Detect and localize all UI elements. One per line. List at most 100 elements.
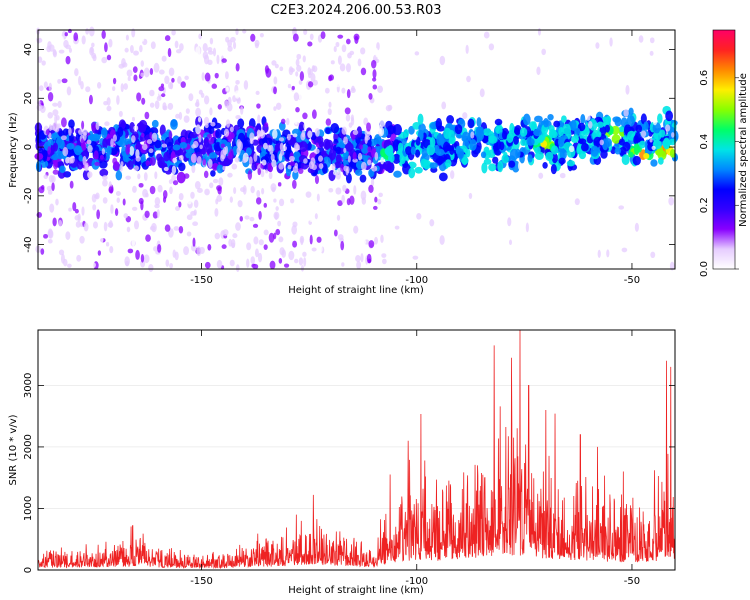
spectrogram-cell xyxy=(400,137,407,146)
spectrogram-cell xyxy=(570,119,577,131)
spectrogram-noise-cell xyxy=(341,194,345,204)
spectrogram-cell xyxy=(527,154,533,163)
spectrogram-noise-cell xyxy=(277,182,282,187)
spectrogram-noise-cell xyxy=(115,190,121,196)
spectrogram-cell xyxy=(127,160,134,170)
spectrogram-noise-cell xyxy=(307,81,314,88)
spectrogram-cell xyxy=(449,145,455,156)
spectrogram-noise-cell xyxy=(309,33,314,41)
spectrogram-noise-cell xyxy=(640,130,647,138)
spectrogram-noise-cell xyxy=(74,68,79,77)
spectrogram-noise-cell xyxy=(168,130,173,140)
spectrogram-noise-cell xyxy=(78,103,84,111)
spectrogram-noise-cell xyxy=(294,258,299,264)
spectrogram-cell xyxy=(322,163,328,175)
spectrogram-noise-cell xyxy=(565,173,570,178)
spectrogram-noise-cell xyxy=(343,136,348,145)
spectrogram-noise-cell xyxy=(320,31,326,40)
spectrogram-noise-cell xyxy=(290,198,295,204)
spectrogram-noise-cell xyxy=(214,72,219,79)
spectrogram-noise-cell xyxy=(606,249,610,258)
spectrogram-cell xyxy=(35,160,42,172)
spectrogram-noise-cell xyxy=(68,127,72,136)
spectrogram-noise-cell xyxy=(307,178,313,185)
spectrogram-noise-cell xyxy=(278,236,284,243)
spectrogram-noise-cell xyxy=(317,244,323,254)
spectrogram-noise-cell xyxy=(300,237,304,246)
spectrogram-noise-cell xyxy=(126,69,133,77)
spectrogram-noise-cell xyxy=(76,254,82,262)
spectrogram-noise-cell xyxy=(216,259,223,269)
spectrogram-cell xyxy=(593,136,602,148)
spectrogram-noise-cell xyxy=(190,191,195,199)
spectrogram-noise-cell xyxy=(256,130,263,136)
spectrogram-noise-cell xyxy=(368,184,374,193)
spectrogram-noise-cell xyxy=(337,234,344,241)
spectrogram-noise-cell xyxy=(83,222,89,232)
spectrogram-noise-cell xyxy=(278,258,283,264)
spectrogram-noise-cell xyxy=(162,190,168,199)
spectrogram-noise-cell xyxy=(171,77,175,83)
spectrogram-noise-cell xyxy=(366,253,372,264)
spectrogram-noise-cell xyxy=(209,37,214,45)
spectrogram-noise-cell xyxy=(372,205,378,210)
spectrogram-noise-cell xyxy=(198,134,202,143)
spectrogram-noise-cell xyxy=(275,206,279,211)
spectrogram-noise-cell xyxy=(285,105,289,111)
spectrogram-noise-cell xyxy=(509,239,513,246)
spectrogram-noise-cell xyxy=(58,35,64,42)
spectrogram-noise-cell xyxy=(298,257,304,266)
spectrogram-noise-cell xyxy=(108,220,113,229)
spectrogram-noise-cell xyxy=(253,236,259,245)
spectrogram-noise-cell xyxy=(102,175,108,181)
spectrogram-noise-cell xyxy=(227,39,233,48)
spectrogram-cell xyxy=(408,167,416,179)
spectrogram-cell xyxy=(386,125,396,135)
spectrogram-cell xyxy=(323,138,331,151)
spectrogram-cell xyxy=(178,162,186,172)
spectrogram-cell xyxy=(446,114,455,125)
spectrogram-cell xyxy=(578,138,587,145)
spectrogram-noise-cell xyxy=(116,197,120,203)
spectrogram-noise-cell xyxy=(559,172,566,179)
spectrogram-noise-cell xyxy=(333,229,338,237)
spectrogram-cell xyxy=(448,130,455,141)
spectrogram-noise-cell xyxy=(314,213,318,220)
spectrogram-noise-cell xyxy=(305,191,312,198)
spectrogram-noise-cell xyxy=(202,83,206,89)
spectrogram-noise-cell xyxy=(243,80,249,90)
spectrogram-cell xyxy=(328,148,337,161)
spectrogram-cell xyxy=(175,148,184,157)
spectrogram-noise-cell xyxy=(303,158,308,164)
spectrogram-noise-cell xyxy=(244,215,250,220)
spectrogram-cell xyxy=(442,141,450,154)
spectrogram-noise-cell xyxy=(110,204,114,215)
spectrogram-noise-cell xyxy=(652,117,658,126)
spectrogram-cell xyxy=(189,131,198,139)
spectrogram-noise-cell xyxy=(73,32,79,42)
spectrogram-noise-cell xyxy=(52,102,58,107)
spectrogram-noise-cell xyxy=(291,85,295,91)
spectrogram-cell xyxy=(335,153,342,164)
spectrogram-noise-cell xyxy=(273,106,277,111)
spectrogram-noise-cell xyxy=(261,159,267,166)
spectrogram-noise-cell xyxy=(52,217,57,227)
spectrogram-cell xyxy=(91,133,101,142)
spectrogram-noise-cell xyxy=(50,28,55,37)
spectrogram-noise-cell xyxy=(116,95,120,105)
spectrogram-noise-cell xyxy=(314,175,320,185)
spectrogram-noise-cell xyxy=(292,240,298,248)
spectrogram-noise-cell xyxy=(69,180,74,189)
spectrogram-noise-cell xyxy=(318,94,324,102)
spectrogram-noise-cell xyxy=(194,180,201,190)
spectrogram-noise-cell xyxy=(416,212,422,220)
snr-frame xyxy=(37,329,676,571)
spectrogram-noise-cell xyxy=(137,173,141,180)
spectrogram-noise-cell xyxy=(364,134,368,145)
spectrogram-noise-cell xyxy=(410,60,415,65)
spectrogram-noise-cell xyxy=(172,180,179,186)
spectrogram-noise-cell xyxy=(309,234,313,245)
spectrogram-cell xyxy=(668,138,677,146)
spectrogram-noise-cell xyxy=(104,121,110,127)
spectrogram-cell xyxy=(423,159,429,167)
